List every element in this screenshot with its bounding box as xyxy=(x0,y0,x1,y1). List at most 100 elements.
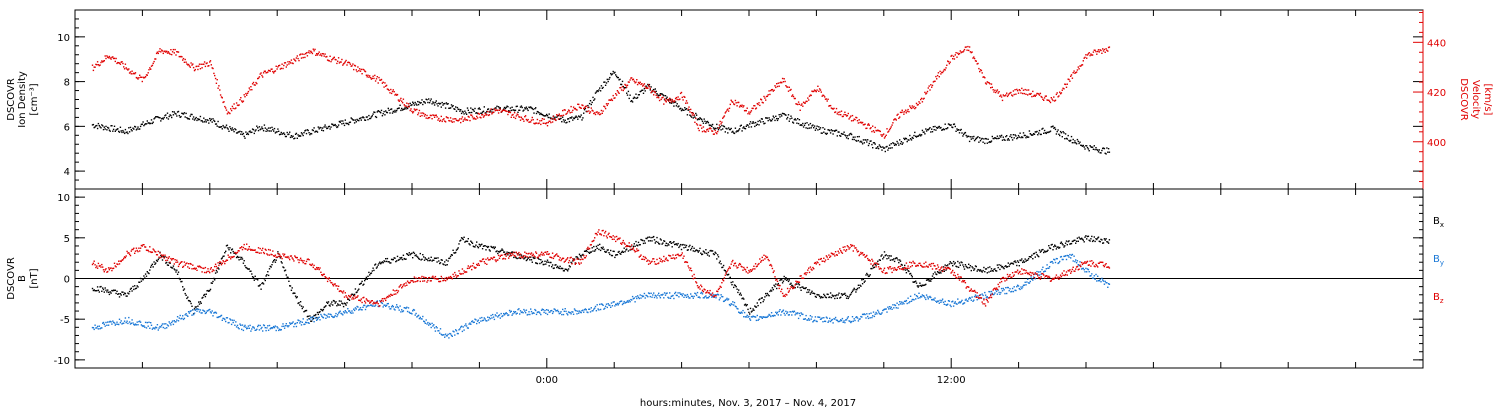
data-point xyxy=(535,313,538,316)
data-point xyxy=(940,126,942,129)
data-point xyxy=(437,119,439,121)
data-point xyxy=(118,293,120,295)
data-point xyxy=(486,113,488,116)
data-point xyxy=(360,119,362,121)
data-point xyxy=(141,123,143,125)
data-point xyxy=(947,61,950,63)
data-point xyxy=(726,297,728,300)
data-point xyxy=(874,263,876,266)
data-point xyxy=(166,264,169,266)
data-point xyxy=(654,294,656,297)
data-point xyxy=(144,326,146,328)
data-point xyxy=(747,308,749,311)
data-point xyxy=(845,114,847,116)
data-point xyxy=(861,141,863,143)
data-point xyxy=(171,267,174,269)
data-point xyxy=(591,310,593,312)
data-point xyxy=(1023,92,1026,95)
data-point xyxy=(139,76,142,78)
data-point xyxy=(387,107,389,110)
data-point xyxy=(1014,260,1016,262)
data-point xyxy=(1035,131,1037,133)
data-point xyxy=(923,97,925,100)
data-point xyxy=(984,291,986,294)
data-point xyxy=(899,260,902,262)
data-point xyxy=(1005,265,1007,267)
data-point xyxy=(467,238,469,240)
data-point xyxy=(915,136,918,138)
data-point xyxy=(741,312,743,314)
data-point xyxy=(514,311,517,313)
data-point xyxy=(845,294,847,297)
data-point xyxy=(515,105,517,108)
data-point xyxy=(1044,251,1047,253)
data-point xyxy=(242,132,245,135)
data-point xyxy=(455,106,457,108)
data-point xyxy=(449,107,451,109)
data-point xyxy=(414,314,416,316)
data-point xyxy=(525,259,528,262)
data-point xyxy=(1048,267,1050,269)
data-point xyxy=(570,105,572,108)
data-point xyxy=(1067,134,1069,137)
data-point xyxy=(606,306,608,309)
data-point xyxy=(653,235,655,238)
data-point xyxy=(185,294,187,296)
data-point xyxy=(921,294,924,296)
data-point xyxy=(1079,65,1081,67)
data-point xyxy=(156,260,159,262)
data-point xyxy=(176,319,178,321)
data-point xyxy=(244,265,246,267)
data-point xyxy=(1099,49,1101,51)
data-point xyxy=(1098,240,1100,242)
data-point xyxy=(410,108,412,110)
data-point xyxy=(775,311,777,313)
data-point xyxy=(515,257,517,259)
data-point xyxy=(879,313,881,315)
data-point xyxy=(721,266,723,269)
data-point xyxy=(260,327,262,330)
data-point xyxy=(338,120,341,123)
data-point xyxy=(951,262,953,265)
data-point xyxy=(910,300,913,302)
data-point xyxy=(1080,268,1083,270)
data-point xyxy=(452,118,454,120)
data-point xyxy=(1028,130,1031,132)
data-point xyxy=(613,250,615,253)
data-point xyxy=(587,311,589,314)
data-point xyxy=(449,107,452,109)
data-point xyxy=(262,130,265,132)
data-point xyxy=(737,308,739,310)
data-point xyxy=(460,112,463,115)
data-point xyxy=(130,322,132,324)
data-point xyxy=(524,108,527,110)
data-point xyxy=(368,76,370,78)
data-point xyxy=(329,313,331,315)
data-point xyxy=(460,326,462,328)
data-point xyxy=(856,140,858,142)
data-point xyxy=(674,101,677,103)
data-point xyxy=(1043,97,1046,99)
data-point xyxy=(651,296,653,298)
data-point xyxy=(404,105,406,107)
data-point xyxy=(238,328,240,330)
data-point xyxy=(809,94,812,96)
data-point xyxy=(705,249,707,251)
data-point xyxy=(224,252,226,254)
data-point xyxy=(192,118,194,120)
data-point xyxy=(169,53,171,55)
data-point xyxy=(219,316,221,318)
data-point xyxy=(179,314,181,317)
data-point xyxy=(984,294,987,296)
data-point xyxy=(463,329,465,331)
data-point xyxy=(615,74,617,76)
data-point xyxy=(503,251,506,253)
data-point xyxy=(128,293,130,295)
data-point xyxy=(915,298,917,300)
data-point xyxy=(894,304,897,307)
data-point xyxy=(821,132,823,134)
data-point xyxy=(246,328,248,330)
data-point xyxy=(679,92,682,95)
data-point xyxy=(349,311,352,314)
data-point xyxy=(133,288,135,291)
